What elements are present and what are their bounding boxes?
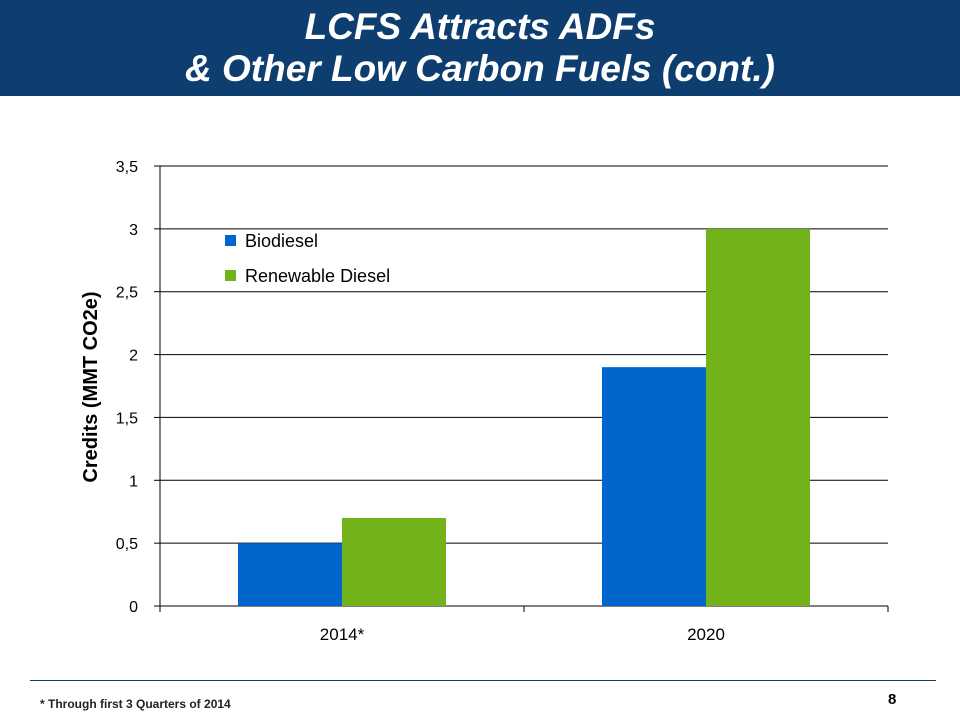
x-tick-label: 2020 bbox=[687, 625, 725, 644]
y-tick-label: 1,5 bbox=[116, 410, 138, 427]
legend-swatch bbox=[225, 235, 236, 246]
title-line-2: & Other Low Carbon Fuels (cont.) bbox=[185, 48, 775, 89]
y-tick-label: 1 bbox=[129, 473, 138, 490]
legend-swatch bbox=[225, 270, 236, 281]
y-tick-label: 0 bbox=[129, 599, 138, 616]
footer-divider bbox=[30, 680, 936, 681]
x-tick-label: 2014* bbox=[320, 625, 365, 644]
bar-biodiesel bbox=[602, 367, 706, 606]
bar-renewable-diesel bbox=[706, 228, 810, 606]
legend: Biodiesel Renewable Diesel bbox=[225, 231, 390, 286]
bar-biodiesel bbox=[238, 543, 342, 606]
y-tick-label: 2 bbox=[129, 348, 138, 365]
legend-label: Renewable Diesel bbox=[245, 266, 390, 286]
page-number: 8 bbox=[888, 691, 897, 708]
tick-labels: 0 0,5 1 1,5 2 2,5 3 3,5 2014* 2020 bbox=[116, 159, 725, 644]
y-tick-label: 3 bbox=[129, 222, 138, 239]
bars bbox=[238, 228, 810, 606]
title-line-1: LCFS Attracts ADFs bbox=[304, 6, 656, 47]
y-tick-label: 2,5 bbox=[116, 285, 138, 302]
slide-title: LCFS Attracts ADFs & Other Low Carbon Fu… bbox=[0, 6, 960, 90]
bar-renewable-diesel bbox=[342, 518, 446, 606]
title-banner: LCFS Attracts ADFs & Other Low Carbon Fu… bbox=[0, 0, 960, 96]
y-axis-label: Credits (MMT CO2e) bbox=[80, 291, 102, 482]
footnote: * Through first 3 Quarters of 2014 bbox=[40, 697, 231, 711]
legend-label: Biodiesel bbox=[245, 231, 318, 251]
bar-chart: 0 0,5 1 1,5 2 2,5 3 3,5 2014* 2020 Biodiesel Renew… bbox=[80, 159, 889, 644]
y-tick-label: 0,5 bbox=[116, 536, 138, 553]
gridlines bbox=[160, 165, 888, 544]
y-tick-label: 3,5 bbox=[116, 159, 138, 176]
